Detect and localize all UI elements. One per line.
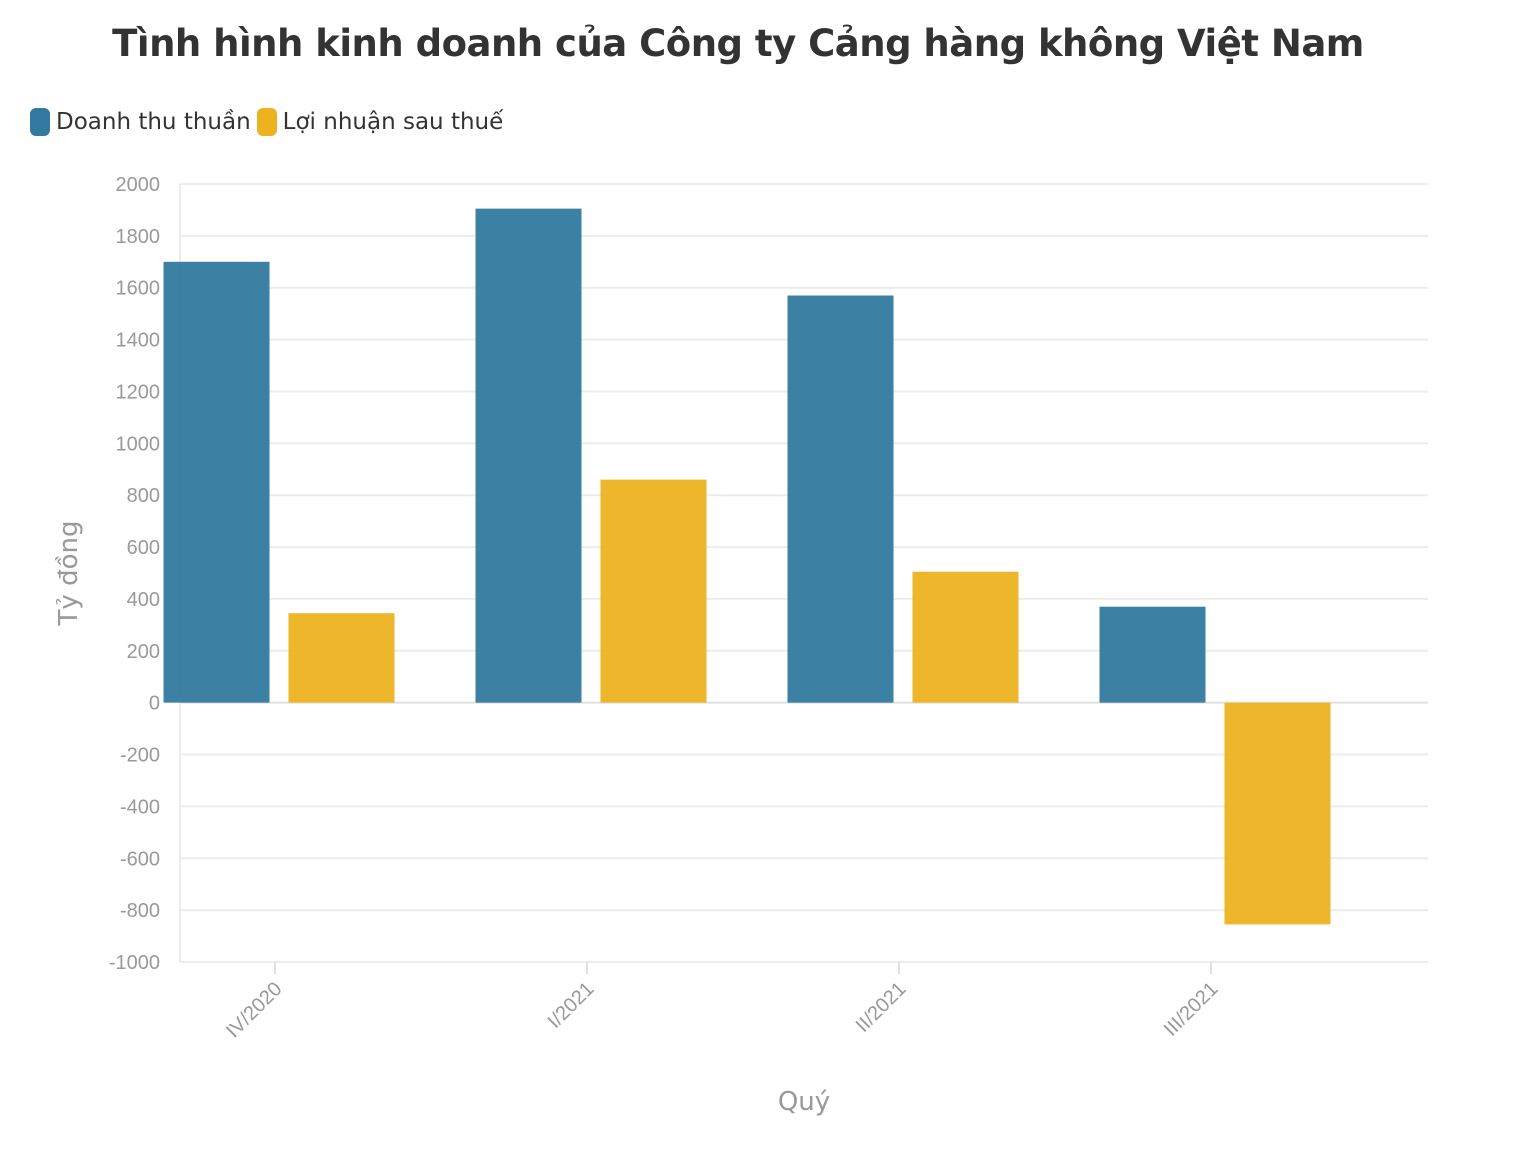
y-tick-label: -400 — [120, 796, 160, 818]
x-tick-label: III/2021 — [1160, 978, 1223, 1041]
y-tick-label: 1400 — [116, 330, 161, 352]
y-tick-label: 1600 — [116, 278, 161, 300]
y-tick-label: 1200 — [116, 381, 161, 403]
bar-revenue[interactable] — [475, 208, 582, 703]
x-tick-label: II/2021 — [852, 978, 911, 1037]
bar-profit[interactable] — [600, 479, 707, 703]
x-tick-label: IV/2020 — [222, 978, 286, 1042]
bar-profit[interactable] — [912, 571, 1019, 703]
chart-title: Tình hình kinh doanh của Công ty Cảng hà… — [112, 22, 1364, 65]
legend-swatch-profit — [256, 108, 277, 136]
bars — [163, 208, 1331, 925]
bar-revenue[interactable] — [163, 261, 270, 703]
y-tick-label: 600 — [127, 537, 160, 559]
y-tick-label: -200 — [120, 745, 160, 767]
legend-item-revenue[interactable]: Doanh thu thuần — [30, 108, 251, 136]
legend-swatch-revenue — [30, 108, 50, 136]
legend: Doanh thu thuần Lợi nhuận sau thuế — [30, 108, 503, 136]
y-tick-label: 0 — [149, 693, 160, 715]
y-tick-label: 1000 — [116, 433, 161, 455]
y-tick-labels: 2000180016001400120010008006004002000-20… — [109, 174, 160, 974]
y-tick-label: -1000 — [109, 952, 160, 974]
y-tick-label: -600 — [120, 848, 160, 870]
x-axis-title: Quý — [778, 1087, 830, 1117]
y-tick-label: 200 — [127, 641, 160, 663]
bar-revenue[interactable] — [1099, 606, 1206, 703]
legend-label-revenue: Doanh thu thuần — [56, 109, 251, 135]
x-tick-labels: IV/2020 I/2021 II/2021 III/2021 — [222, 962, 1223, 1042]
bar-profit[interactable] — [288, 613, 395, 703]
y-tick-label: 1800 — [116, 226, 161, 248]
y-axis-title: Tỷ đồng — [54, 521, 84, 627]
y-tick-label: 400 — [127, 589, 160, 611]
y-tick-label: 800 — [127, 485, 160, 507]
bar-revenue[interactable] — [787, 295, 894, 703]
legend-item-profit[interactable]: Lợi nhuận sau thuế — [256, 108, 504, 136]
bar-profit[interactable] — [1224, 702, 1331, 925]
y-tick-label: -800 — [120, 900, 160, 922]
y-tick-label: 2000 — [116, 174, 161, 196]
x-tick-label: I/2021 — [544, 978, 599, 1033]
legend-label-profit: Lợi nhuận sau thuế — [282, 109, 504, 135]
